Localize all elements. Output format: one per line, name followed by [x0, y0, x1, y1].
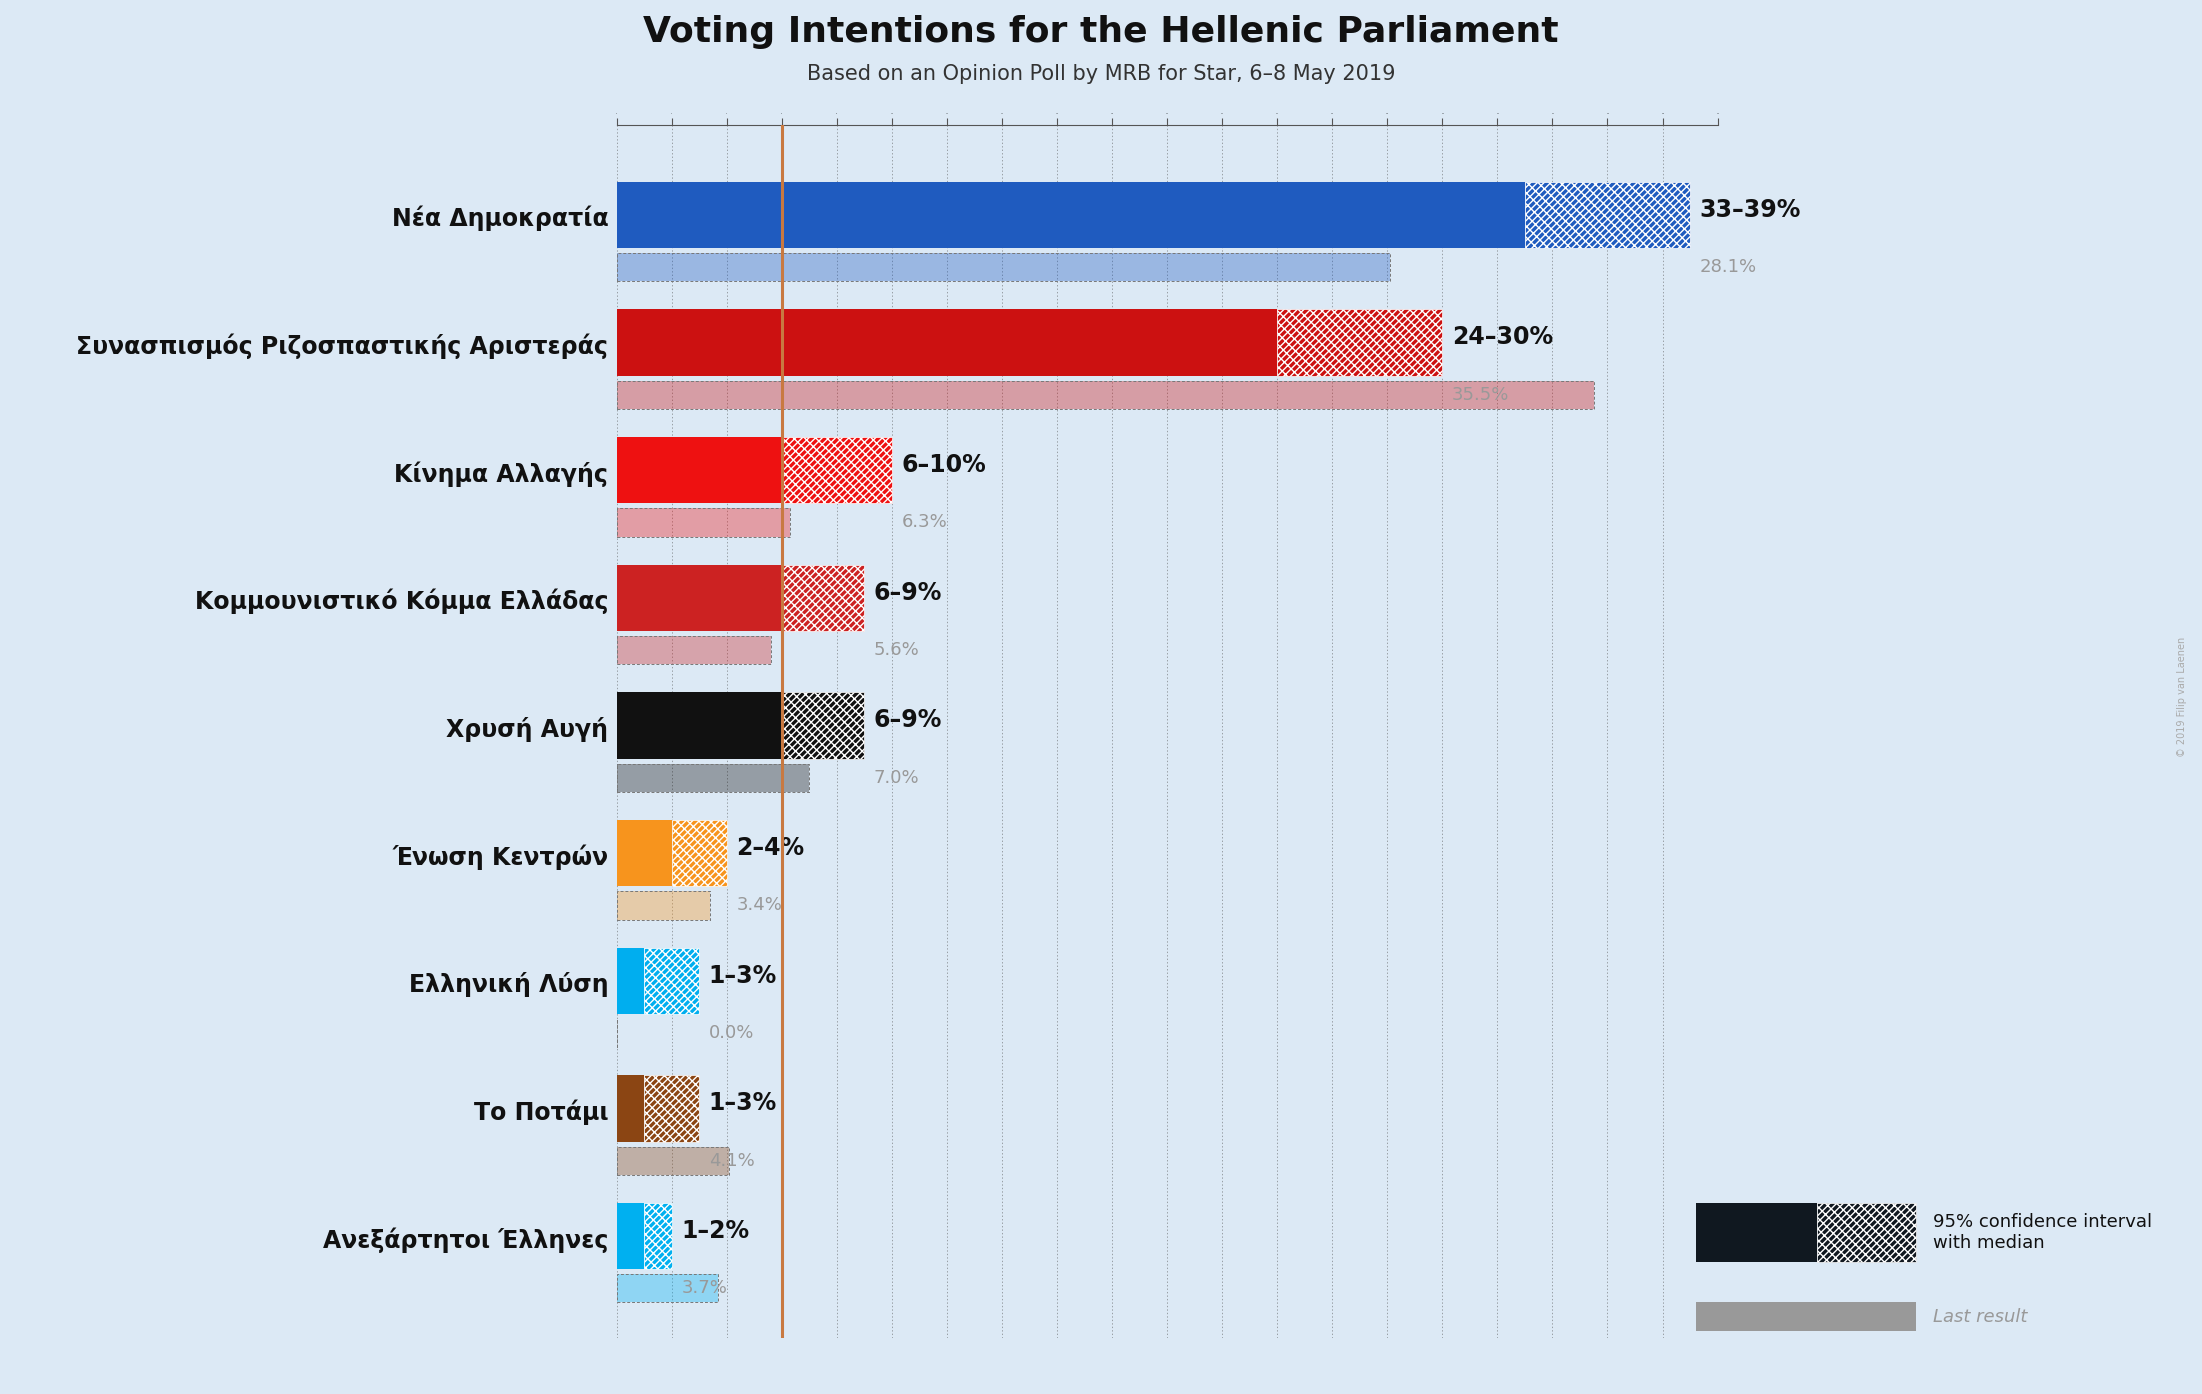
Text: 0.0%: 0.0% [709, 1025, 753, 1043]
Text: Last result: Last result [1933, 1308, 2028, 1326]
Bar [617, 509, 791, 537]
Text: Voting Intentions for the Hellenic Parliament: Voting Intentions for the Hellenic Parli… [643, 15, 1559, 49]
Text: Κομμουνιστικό Κόμμα Ελλάδας: Κομμουνιστικό Κόμμα Ελλάδας [194, 588, 608, 615]
Bar [643, 1075, 700, 1142]
Text: 1–3%: 1–3% [709, 963, 777, 988]
Bar [617, 1075, 643, 1142]
Bar [617, 181, 1526, 248]
Bar [643, 1203, 672, 1270]
Text: 6–10%: 6–10% [901, 453, 986, 477]
Text: 3.4%: 3.4% [735, 896, 782, 914]
Text: 1–2%: 1–2% [680, 1218, 749, 1243]
Text: 5.6%: 5.6% [874, 641, 920, 659]
Text: 7.0%: 7.0% [874, 769, 920, 786]
Bar [617, 948, 643, 1013]
Text: 35.5%: 35.5% [1451, 386, 1508, 404]
Bar [1277, 309, 1442, 375]
Text: 28.1%: 28.1% [1700, 258, 1757, 276]
Text: Χρυσή Αυγή: Χρυσή Αυγή [447, 717, 608, 742]
Text: © 2019 Filip van Laenen: © 2019 Filip van Laenen [2176, 637, 2187, 757]
Text: Συνασπισμός Ριζοσπαστικής Αριστεράς: Συνασπισμός Ριζοσπαστικής Αριστεράς [77, 333, 608, 360]
Text: 6–9%: 6–9% [874, 581, 942, 605]
Bar [617, 565, 782, 631]
Text: Ανεξάρτητοι Έλληνες: Ανεξάρτητοι Έλληνες [324, 1227, 608, 1253]
Text: Ελληνική Λύση: Ελληνική Λύση [410, 972, 608, 997]
Text: 1–3%: 1–3% [709, 1092, 777, 1115]
Bar [617, 309, 1277, 375]
Bar [672, 820, 727, 887]
Bar [617, 820, 672, 887]
Bar [617, 1147, 729, 1175]
Text: Το Ποτάμι: Το Ποτάμι [473, 1100, 608, 1125]
Bar [617, 1274, 718, 1302]
Bar [643, 948, 700, 1013]
Bar [617, 1203, 643, 1270]
Text: 24–30%: 24–30% [1451, 325, 1552, 350]
Text: 3.7%: 3.7% [680, 1280, 727, 1298]
Text: Based on an Opinion Poll by MRB for Star, 6–8 May 2019: Based on an Opinion Poll by MRB for Star… [806, 64, 1396, 84]
Bar [617, 436, 782, 503]
Text: Ένωση Κεντρών: Ένωση Κεντρών [392, 845, 608, 870]
Bar [1526, 181, 1691, 248]
Text: 95% confidence interval
with median: 95% confidence interval with median [1933, 1213, 2154, 1252]
Bar [782, 436, 892, 503]
Bar [617, 254, 1389, 282]
Text: Κίνημα Αλλαγής: Κίνημα Αλλαγής [394, 461, 608, 487]
Text: 6–9%: 6–9% [874, 708, 942, 732]
Bar [617, 891, 709, 920]
Text: 6.3%: 6.3% [901, 513, 947, 531]
Text: 4.1%: 4.1% [709, 1151, 755, 1170]
Text: 33–39%: 33–39% [1700, 198, 1801, 222]
Bar [617, 636, 771, 664]
Bar [617, 381, 1594, 408]
Bar [782, 565, 863, 631]
Text: 2–4%: 2–4% [735, 836, 804, 860]
Bar [617, 693, 782, 758]
Text: Nέα Δημοκρατία: Nέα Δημοκρατία [392, 206, 608, 231]
Bar [617, 764, 810, 792]
Bar [782, 693, 863, 758]
